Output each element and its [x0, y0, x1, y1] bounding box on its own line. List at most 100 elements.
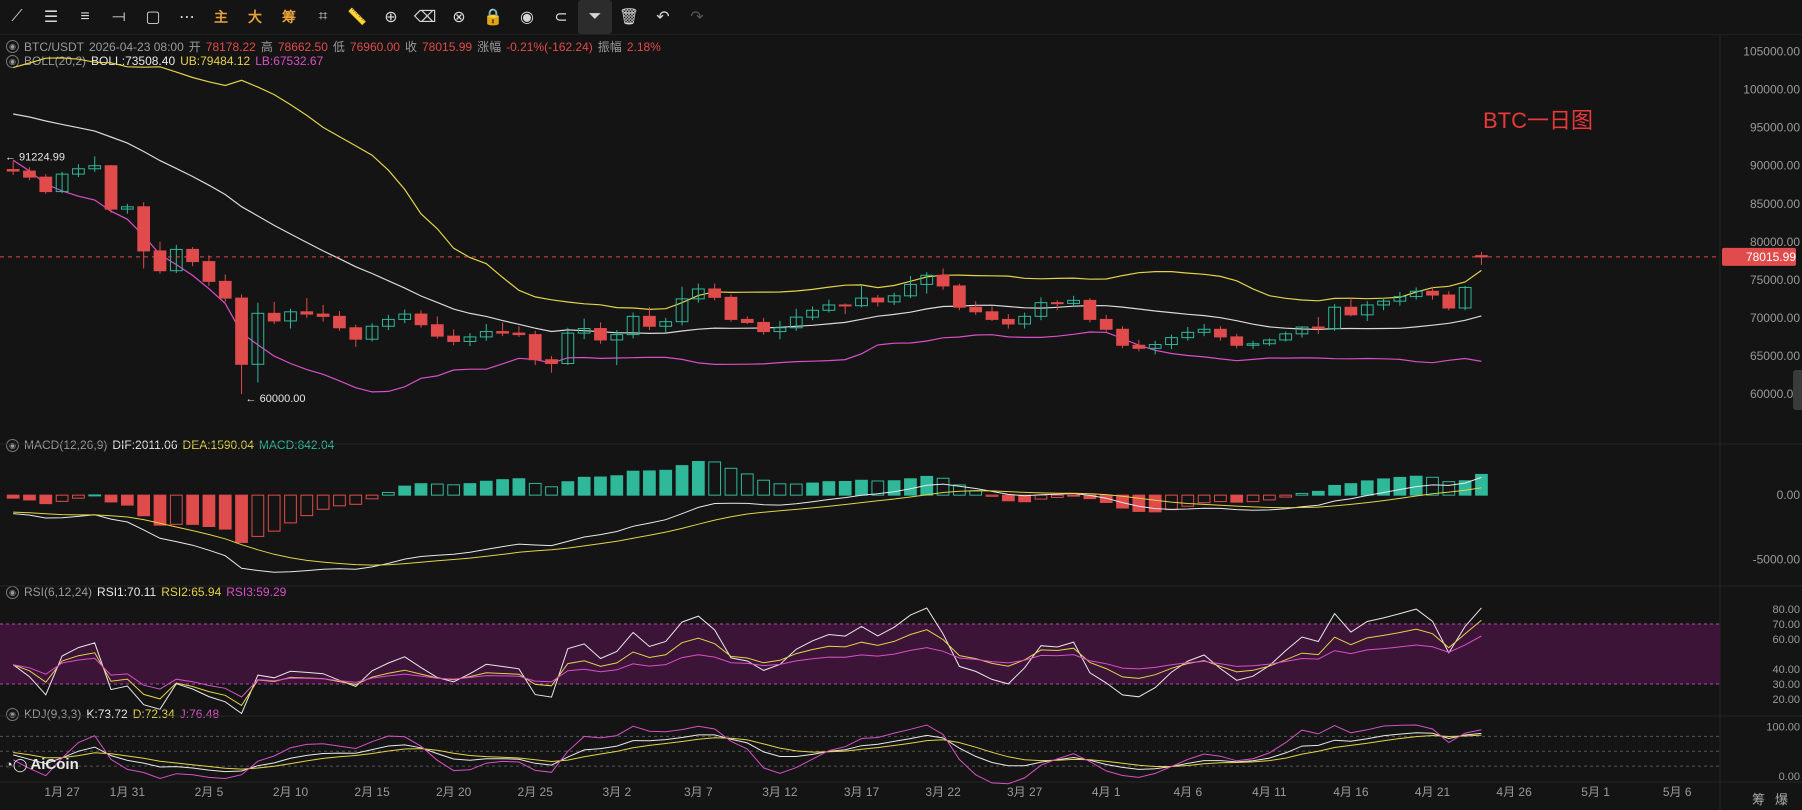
- kdj-axis-label: 0.00: [1779, 771, 1800, 783]
- macd-dif-value: DIF:2011.06: [112, 438, 178, 452]
- price-axis-label: 75000.00: [1750, 273, 1800, 287]
- macd-histogram-bar: [545, 486, 558, 496]
- price-axis-label: 60000.00: [1750, 387, 1800, 401]
- candle-body: [920, 274, 934, 285]
- chips-distribution-button[interactable]: 筹: [282, 9, 296, 25]
- candle-body: [23, 170, 36, 178]
- candle-body: [39, 176, 53, 193]
- macd-histogram-bar: [55, 494, 69, 502]
- macd-histogram-bar: [333, 494, 346, 507]
- link-icon[interactable]: ⊗: [452, 9, 466, 26]
- macd-histogram-bar: [708, 461, 722, 496]
- candle-body: [1377, 300, 1390, 306]
- trash-icon[interactable]: 🗑: [618, 9, 640, 26]
- chart-watermark: BTC一日图: [1483, 108, 1594, 133]
- kdj-name[interactable]: KDJ(9,3,3): [24, 707, 82, 721]
- candle-body: [153, 250, 167, 272]
- macd-name[interactable]: MACD(12,26,9): [24, 438, 108, 452]
- lock-icon[interactable]: 🔒: [483, 9, 503, 26]
- candle-body: [594, 328, 607, 341]
- candle-body: [316, 313, 330, 317]
- macd-histogram-bar: [626, 470, 640, 496]
- rectangle-tool-icon[interactable]: ▢: [145, 9, 161, 26]
- eye-icon[interactable]: ◉: [6, 54, 19, 68]
- path-tool-icon[interactable]: ⋯: [179, 9, 195, 26]
- time-axis-label: 5月 6: [1663, 785, 1692, 799]
- parallel-lines-icon[interactable]: ≡: [80, 8, 90, 25]
- line-tool-icon[interactable]: ⟋: [11, 8, 23, 25]
- price-chart[interactable]: 105000.00 100000.00 95000.00 90000.00 85000.…: [0, 34, 1802, 810]
- candle-body: [137, 206, 151, 252]
- low-value: 76960.00: [349, 39, 400, 54]
- filter-icon[interactable]: ⏷: [578, 0, 612, 34]
- segment-tool-icon[interactable]: ⟞: [112, 8, 126, 25]
- ruler-icon[interactable]: 📏: [347, 9, 367, 26]
- macd-histogram-bar: [23, 494, 36, 501]
- undo-icon[interactable]: ↶: [656, 9, 670, 26]
- open-label: 开: [188, 40, 201, 54]
- macd-histogram-bar: [1230, 494, 1244, 503]
- crop-icon[interactable]: ⌗: [318, 8, 328, 25]
- current-price-label: 78015.99: [1746, 250, 1796, 264]
- redo-icon[interactable]: ↷: [690, 9, 704, 26]
- side-panel-handle[interactable]: [1793, 370, 1802, 410]
- candle-body: [300, 311, 314, 315]
- candle-body: [1409, 290, 1423, 298]
- candle-body: [349, 327, 363, 340]
- candle-body: [235, 297, 248, 365]
- eraser-icon[interactable]: ⌫: [413, 9, 437, 26]
- macd-histogram-bar: [104, 494, 118, 503]
- kdj-j-line: [12, 724, 1482, 785]
- macd-histogram-bar: [985, 494, 999, 497]
- macd-histogram-bar: [1458, 480, 1472, 496]
- candle-body: [398, 313, 412, 320]
- horizontal-lines-icon[interactable]: ☰: [43, 9, 59, 26]
- candle-body: [251, 312, 265, 365]
- high-value: 78662.50: [277, 39, 328, 54]
- macd-histogram-bar: [512, 478, 526, 496]
- candle-body: [1214, 328, 1227, 338]
- macd-histogram-bar: [1344, 483, 1358, 496]
- liquidation-button[interactable]: 爆: [1775, 792, 1789, 807]
- candle-body: [1295, 326, 1309, 335]
- macd-histogram-bar: [838, 480, 852, 496]
- eye-icon[interactable]: ◉: [6, 707, 19, 721]
- macd-histogram-bar: [561, 481, 575, 496]
- macd-histogram-bar: [382, 491, 395, 496]
- candle-body: [169, 248, 183, 272]
- rsi-axis-label: 80.00: [1772, 604, 1800, 616]
- boll-name[interactable]: BOLL(20,2): [24, 54, 87, 68]
- macd-histogram-bar: [169, 494, 183, 525]
- kdj-d-line: [13, 734, 1482, 770]
- kdj-k-value: K:73.72: [86, 707, 128, 721]
- eye-icon[interactable]: ◉: [6, 40, 19, 53]
- main-indicator-button[interactable]: 主: [214, 9, 228, 25]
- macd-histogram-bar: [789, 483, 803, 496]
- rsi-name[interactable]: RSI(6,12,24): [24, 585, 93, 599]
- chips-button[interactable]: 筹: [1752, 792, 1766, 807]
- large-order-button[interactable]: 大: [248, 9, 262, 25]
- rsi1-value: RSI1:70.11: [97, 585, 157, 599]
- macd-histogram-bar: [186, 494, 199, 525]
- candle-body: [284, 311, 297, 322]
- current-price-tag: [1722, 247, 1796, 266]
- candle-body: [333, 315, 346, 329]
- aicoin-logo-icon: ◔◯: [5, 756, 28, 772]
- candle-body: [1442, 294, 1456, 309]
- amp-label: 振幅: [597, 40, 622, 54]
- magnet-icon[interactable]: ⊂: [554, 9, 568, 26]
- low-label: 低: [332, 40, 345, 54]
- time-axis-label: 3月 12: [762, 785, 798, 799]
- candle-body: [496, 331, 509, 334]
- candle-body: [1050, 302, 1064, 305]
- eye-icon[interactable]: ◉: [6, 438, 19, 452]
- visibility-icon[interactable]: ◉: [520, 9, 534, 26]
- macd-histogram-bar: [398, 485, 412, 496]
- macd-histogram-bar: [218, 494, 232, 530]
- zoom-icon[interactable]: ⊕: [384, 9, 398, 26]
- candle-body: [953, 285, 966, 308]
- macd-histogram-bar: [871, 480, 885, 496]
- close-label: 收: [404, 40, 417, 54]
- candle-body: [1181, 331, 1195, 339]
- candle-body: [430, 324, 444, 337]
